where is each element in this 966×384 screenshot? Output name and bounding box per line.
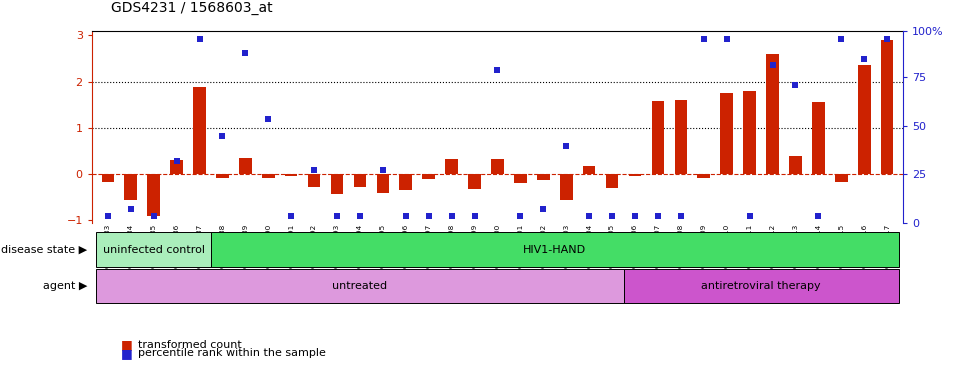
Bar (491, 159, 504, 174)
Bar (721, 93, 733, 174)
Bar (674, 100, 687, 174)
Bar (422, 174, 435, 179)
Bar (766, 54, 779, 174)
Bar (469, 174, 481, 189)
Bar (812, 103, 825, 174)
Text: agent ▶: agent ▶ (43, 281, 87, 291)
Text: percentile rank within the sample: percentile rank within the sample (138, 348, 326, 358)
Bar (582, 166, 595, 174)
Bar (652, 101, 665, 174)
Bar (445, 159, 458, 174)
Bar (330, 174, 343, 194)
Text: uninfected control: uninfected control (102, 245, 205, 255)
Bar (262, 174, 274, 178)
Bar (193, 87, 206, 174)
Bar (170, 160, 183, 174)
Bar (285, 174, 298, 177)
Bar (400, 174, 412, 190)
Bar (743, 91, 756, 174)
Bar (148, 174, 160, 216)
Text: ■: ■ (121, 347, 132, 360)
Bar (881, 40, 894, 174)
Bar (835, 174, 847, 182)
Bar (514, 174, 526, 184)
Bar (308, 174, 321, 187)
Text: antiretroviral therapy: antiretroviral therapy (701, 281, 821, 291)
Bar (629, 174, 641, 177)
Text: untreated: untreated (332, 281, 387, 291)
Bar (377, 174, 389, 193)
Bar (789, 156, 802, 174)
Bar (858, 65, 870, 174)
Bar (125, 174, 137, 200)
Text: transformed count: transformed count (138, 340, 242, 350)
Text: ■: ■ (121, 338, 132, 351)
Bar (97, 269, 624, 303)
Bar (624, 269, 898, 303)
Text: GDS4231 / 1568603_at: GDS4231 / 1568603_at (111, 2, 272, 15)
Bar (354, 174, 366, 187)
Bar (97, 232, 211, 267)
Bar (606, 174, 618, 188)
Bar (537, 174, 550, 180)
Bar (697, 174, 710, 178)
Text: disease state ▶: disease state ▶ (1, 245, 87, 255)
Bar (211, 232, 898, 267)
Bar (560, 174, 573, 200)
Bar (239, 158, 252, 174)
Text: HIV1-HAND: HIV1-HAND (524, 245, 586, 255)
Bar (101, 174, 114, 182)
Bar (216, 174, 229, 178)
